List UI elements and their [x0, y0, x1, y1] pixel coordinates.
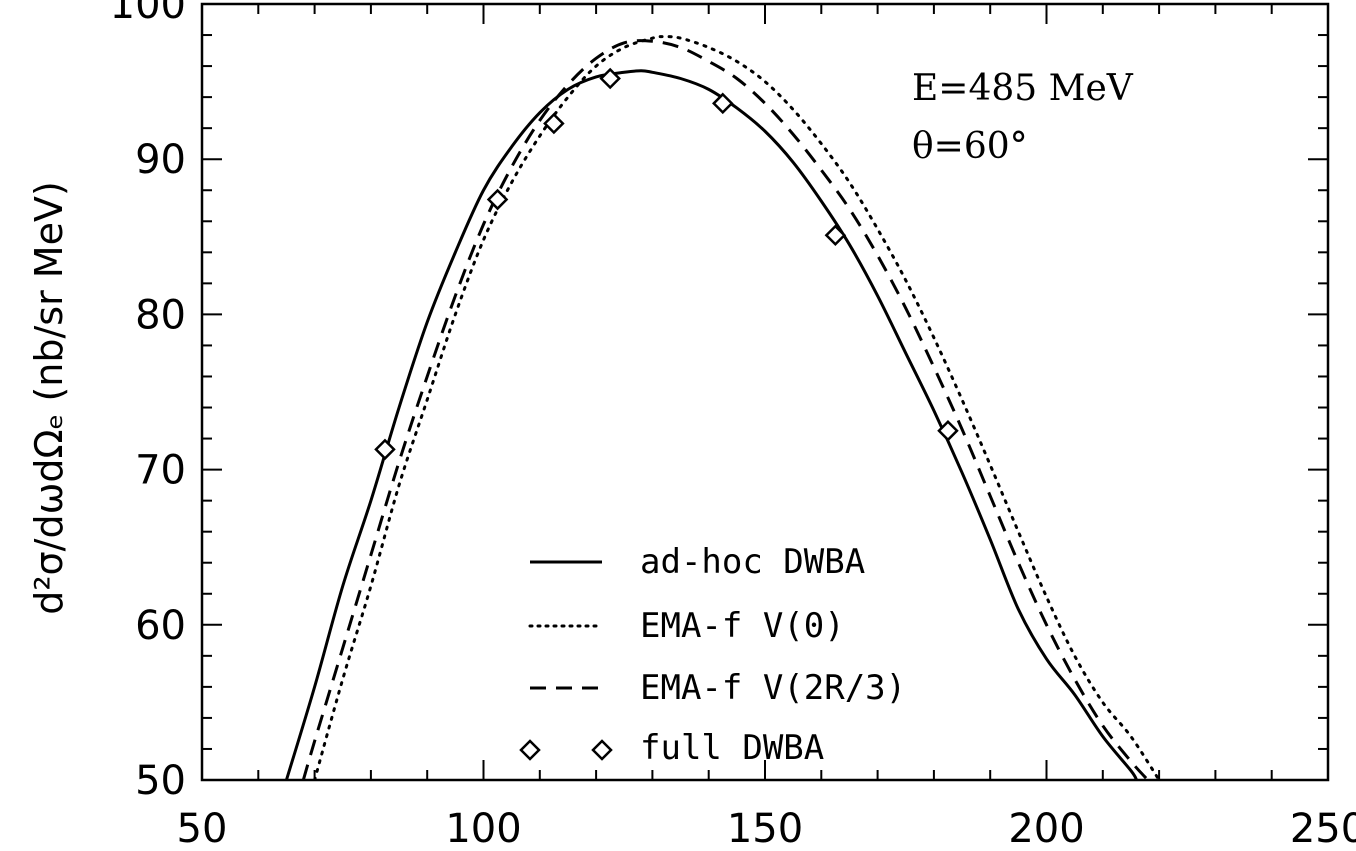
data-point-diamond — [543, 112, 565, 135]
plot-frame — [200, 2, 1330, 782]
series-markers-full-dwba — [374, 67, 959, 461]
series-line-solid — [285, 69, 1138, 780]
y-tick-label: 60 — [135, 603, 186, 649]
series-line-dashed — [301, 39, 1149, 780]
y-tick-label: 100 — [110, 0, 186, 28]
data-point-diamond — [712, 92, 734, 115]
plot-axes — [200, 2, 1330, 782]
x-tick-label: 200 — [1008, 806, 1084, 851]
legend-label-ad-hoc-dwba: ad-hoc DWBA — [640, 542, 865, 582]
annotation-energy: E=485 MeV — [912, 68, 1134, 109]
data-point-diamond — [824, 224, 847, 247]
series-line-dotted — [313, 35, 1161, 780]
legend-marker-diamond-2 — [591, 739, 613, 761]
annotation-angle: θ=60° — [912, 126, 1028, 167]
data-point-diamond — [486, 188, 509, 211]
legend-label-ema-f-v2r3: EMA-f V(2R/3) — [640, 668, 906, 708]
x-tick-label: 50 — [177, 806, 228, 851]
y-tick-label: 80 — [135, 292, 186, 338]
plot-series — [285, 35, 1161, 780]
data-point-diamond — [374, 438, 396, 461]
legend-label-ema-f-v0: EMA-f V(0) — [640, 606, 845, 646]
y-tick-label: 90 — [135, 137, 186, 183]
legend: ad-hoc DWBA EMA-f V(0) EMA-f V(2R/3) ful… — [519, 542, 906, 768]
y-tick-label: 70 — [135, 448, 186, 494]
y-tick-label: 50 — [135, 758, 186, 804]
data-point-diamond — [937, 420, 959, 442]
legend-marker-diamond-1 — [519, 739, 541, 761]
data-point-diamond — [599, 67, 621, 90]
legend-label-full-dwba: full DWBA — [640, 728, 824, 768]
x-tick-label: 150 — [727, 806, 803, 851]
tick-labels: 50 100 150 200 250 50 60 70 80 90 100 — [110, 0, 1356, 851]
x-tick-label: 250 — [1290, 806, 1356, 851]
x-tick-label: 100 — [445, 806, 521, 851]
y-axis-label: d²σ/dωdΩₑ (nb/sr MeV) — [27, 181, 71, 615]
